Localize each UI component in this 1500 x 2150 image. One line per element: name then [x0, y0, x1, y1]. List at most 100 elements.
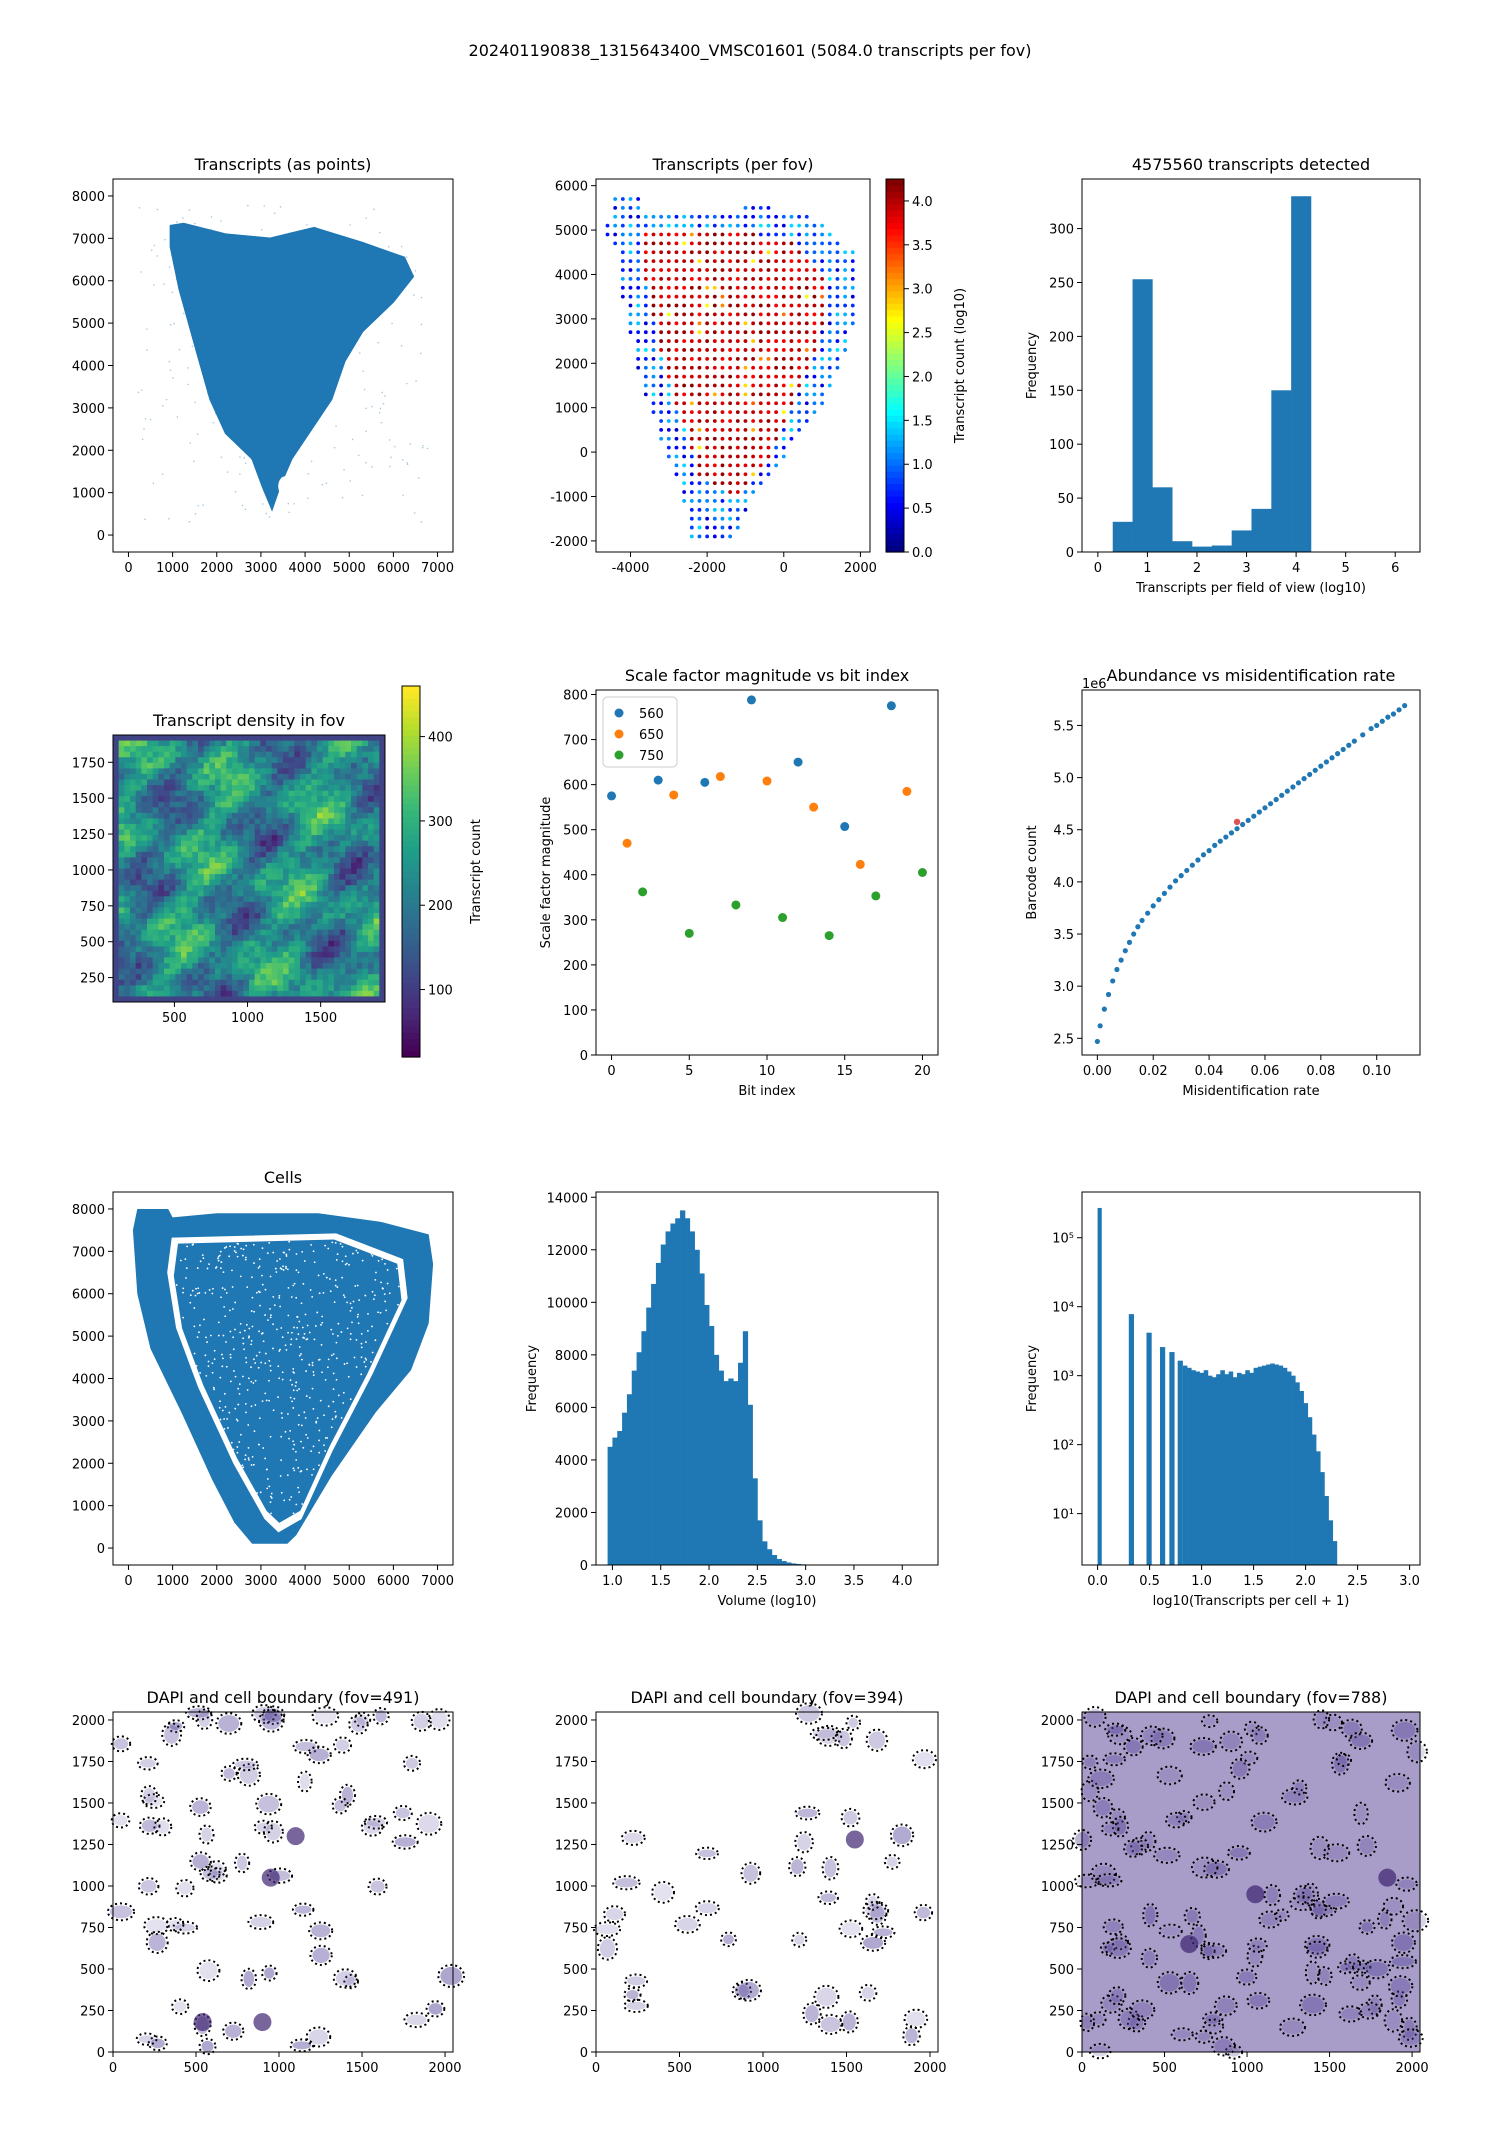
- density-cell: [317, 885, 324, 892]
- y-tick-label: 3.0: [1053, 980, 1074, 995]
- colorbar-segment: [886, 234, 904, 242]
- gap-speck: [298, 1491, 301, 1494]
- fov-point: [651, 312, 656, 317]
- y-tick-label: 10¹: [1052, 1508, 1074, 1523]
- density-cell: [311, 990, 318, 997]
- fov-point: [651, 339, 656, 343]
- y-tick-label: 1000: [72, 487, 105, 502]
- y-tick-label: 0: [97, 1542, 105, 1557]
- cell-boundary: [1353, 1801, 1369, 1826]
- density-cell: [135, 807, 142, 814]
- nucleus: [1192, 1740, 1214, 1753]
- density-cell: [334, 790, 341, 797]
- density-cell: [277, 790, 284, 797]
- density-cell: [260, 857, 267, 864]
- density-cell: [215, 846, 222, 853]
- cell-boundary: [1170, 2027, 1194, 2042]
- density-cell: [169, 762, 176, 769]
- density-cell: [209, 929, 216, 936]
- fov-point: [682, 463, 687, 468]
- density-cell: [175, 979, 182, 986]
- y-tick-label: 300: [1049, 223, 1074, 238]
- density-cell: [294, 940, 301, 947]
- density-cell: [158, 874, 165, 881]
- y-tick-label: 3.5: [1053, 928, 1074, 943]
- nucleus: [797, 1808, 818, 1818]
- fov-point: [758, 321, 763, 326]
- density-cell: [288, 996, 295, 1003]
- density-cell: [152, 862, 159, 869]
- density-cell: [175, 996, 182, 1003]
- density-cell: [356, 801, 363, 808]
- density-cell: [164, 812, 171, 819]
- gap-speck: [229, 1356, 232, 1359]
- density-cell: [232, 735, 239, 742]
- abundance-point: [1295, 780, 1302, 786]
- density-cell: [356, 851, 363, 858]
- scattered-transcript-point: [365, 430, 367, 433]
- fov-point: [712, 374, 717, 379]
- density-cell: [339, 879, 346, 886]
- density-cell: [169, 890, 176, 897]
- density-cell: [322, 790, 329, 797]
- gap-speck: [381, 1258, 384, 1261]
- density-cell: [220, 979, 227, 986]
- fov-point: [735, 383, 740, 388]
- density-cell: [345, 979, 352, 986]
- gap-speck: [321, 1321, 324, 1324]
- density-cell: [322, 818, 329, 825]
- fov-point: [766, 294, 771, 299]
- density-cell: [373, 762, 380, 769]
- density-cell: [271, 929, 278, 936]
- nucleus: [1353, 1977, 1368, 1988]
- cell-boundary: [720, 1931, 737, 1948]
- density-cell: [135, 890, 142, 897]
- y-axis-label: Scale factor magnitude: [539, 797, 554, 949]
- density-cell: [249, 801, 256, 808]
- fov-point: [743, 277, 748, 281]
- gap-speck: [289, 1396, 292, 1399]
- density-cell: [266, 818, 273, 825]
- gap-speck: [233, 1250, 236, 1252]
- density-cell: [328, 851, 335, 858]
- density-cell: [356, 996, 363, 1003]
- cell-boundary: [802, 2002, 822, 2026]
- density-cell: [203, 957, 210, 964]
- density-cell: [232, 907, 239, 914]
- fov-point: [666, 223, 671, 228]
- fov-point: [758, 268, 763, 272]
- density-cell: [164, 951, 171, 958]
- density-cell: [152, 868, 159, 875]
- density-cell: [147, 879, 154, 886]
- gap-speck: [374, 1339, 377, 1342]
- gap-speck: [302, 1282, 305, 1285]
- colorbar-segment: [886, 446, 904, 454]
- density-cell: [135, 757, 142, 764]
- fov-point: [674, 223, 679, 228]
- density-cell: [198, 963, 205, 970]
- density-cell: [334, 862, 341, 869]
- abundance-point: [1200, 852, 1207, 858]
- density-cell: [175, 913, 182, 920]
- density-cell: [356, 807, 363, 814]
- density-cell: [328, 824, 335, 831]
- density-cell: [311, 824, 318, 831]
- gap-speck: [303, 1337, 305, 1339]
- density-cell: [181, 896, 188, 903]
- density-cell: [113, 924, 120, 931]
- density-cell: [283, 735, 290, 742]
- density-cell: [243, 940, 250, 947]
- density-cell: [186, 835, 193, 842]
- density-cell: [249, 824, 256, 831]
- cell-boundary: [1367, 1994, 1383, 2016]
- histogram-bar: [1324, 1496, 1329, 1565]
- density-cell: [220, 785, 227, 792]
- density-cell: [220, 890, 227, 897]
- fov-point: [735, 507, 740, 512]
- density-cell: [339, 924, 346, 931]
- cell-boundary: [247, 1914, 275, 1931]
- fov-point: [781, 321, 786, 326]
- density-cell: [203, 929, 210, 936]
- density-cell: [198, 796, 205, 803]
- fov-point: [682, 374, 687, 379]
